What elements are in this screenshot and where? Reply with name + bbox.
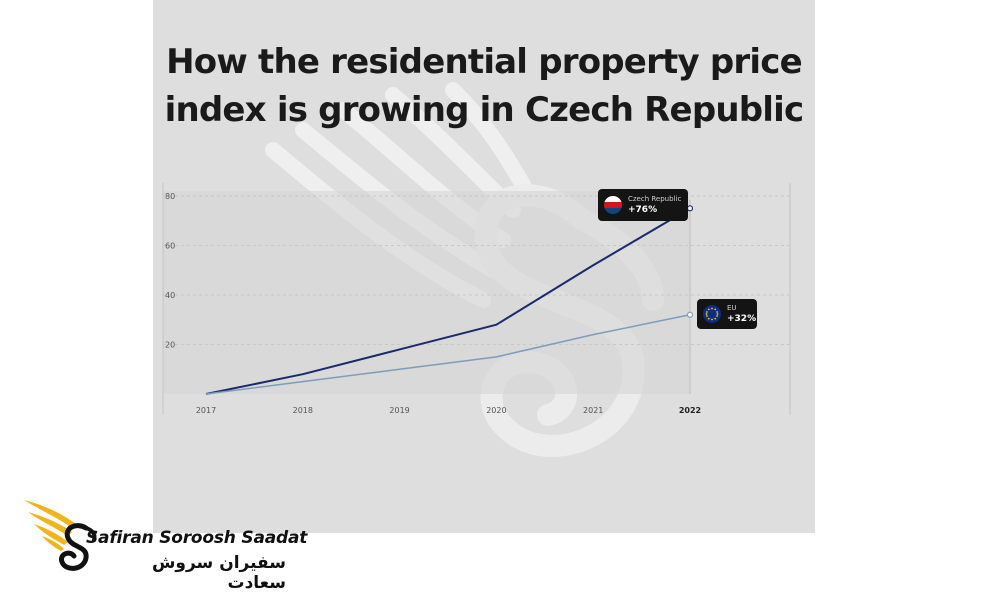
czech-flag-icon	[604, 196, 622, 214]
eu-flag-icon	[703, 305, 721, 323]
x-tick-2022: 2022	[679, 406, 701, 415]
series-end-point-0	[686, 205, 694, 212]
chart-title-line-2: index is growing in Czech Republic	[164, 90, 805, 130]
callout-eu-name: EU	[727, 304, 737, 312]
callout-eu: EU +32%	[697, 299, 757, 329]
x-tick-2018: 2018	[293, 406, 313, 415]
swan-logo-icon	[24, 500, 97, 571]
chart-panel: 20 40 60 80 2017 2018 2019 2020 2021 2022 How th…	[153, 0, 815, 533]
x-tick-2020: 2020	[486, 406, 506, 415]
callout-czech-name: Czech Republic	[628, 195, 682, 203]
y-tick-80: 80	[165, 192, 175, 201]
x-tick-2021: 2021	[583, 406, 603, 415]
logo-name-en: Safiran Soroosh Saadat	[86, 528, 308, 548]
series-line-1	[205, 314, 691, 395]
y-tick-40: 40	[165, 291, 175, 300]
callout-czech-republic: Czech Republic +76%	[598, 189, 688, 221]
series-end-point-1	[686, 311, 694, 318]
series-line-0	[205, 207, 691, 395]
chart-title-line-1: How the residential property price	[166, 42, 803, 82]
line-chart: 20 40 60 80 2017 2018 2019 2020 2021 2022	[162, 183, 791, 415]
callout-eu-value: +32%	[727, 314, 757, 324]
x-tick-2019: 2019	[389, 406, 409, 415]
callout-czech-value: +76%	[628, 205, 658, 215]
y-tick-60: 60	[165, 241, 175, 250]
y-tick-20: 20	[165, 340, 175, 349]
logo-name-fa: سفیران سروش سعادت	[151, 553, 286, 593]
x-tick-2017: 2017	[196, 406, 216, 415]
chart-title: How the residential property price index…	[153, 38, 815, 134]
